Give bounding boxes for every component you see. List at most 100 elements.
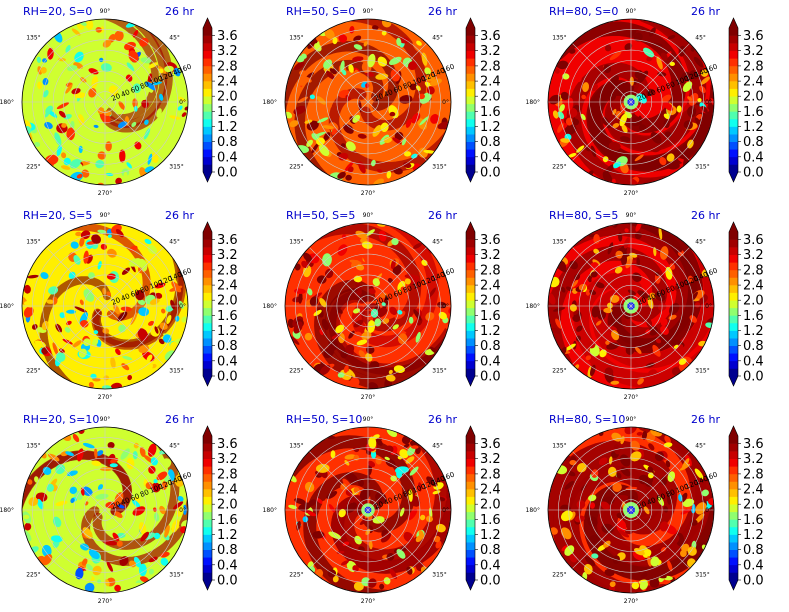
colorbar-segment	[466, 134, 475, 142]
radial-tick-label: 20	[110, 92, 121, 103]
panel-time-label: 26 hr	[165, 413, 194, 426]
field-patch	[80, 230, 91, 240]
field-patch	[358, 546, 365, 552]
colorbar-segment	[729, 65, 738, 74]
colorbar-tick-label: 1.2	[217, 324, 238, 339]
colorbar-segment	[729, 315, 738, 324]
field-patch	[363, 303, 377, 310]
field-patch	[591, 553, 599, 559]
field-patch	[317, 283, 329, 294]
angular-tick-label: 90°	[626, 212, 637, 219]
colorbar-extend-max	[466, 222, 475, 232]
colorbar-segment	[466, 164, 475, 173]
colorbar-segment	[466, 58, 475, 67]
field-patch	[301, 53, 307, 59]
radial-tick-label: 40	[120, 292, 131, 303]
field-patch	[153, 532, 161, 540]
colorbar-segment	[203, 103, 212, 112]
angular-gridline	[46, 305, 106, 365]
angular-tick-label: 90°	[100, 416, 111, 423]
field-patch	[355, 281, 362, 293]
field-patch	[353, 446, 360, 453]
field-patch	[55, 266, 63, 275]
field-patch	[354, 69, 361, 79]
colorbar-tick-label: 1.2	[480, 528, 501, 543]
polar-plot-svg: 204060801001201401600°45°90°135°180°225°…	[526, 209, 764, 401]
field-patch	[81, 549, 87, 554]
colorbar-segment	[466, 542, 475, 550]
field-patch	[683, 153, 690, 168]
field-patch	[597, 310, 607, 320]
field-patch	[106, 291, 111, 297]
spiral-band	[101, 19, 168, 129]
colorbar-tick-label: 0.4	[743, 354, 764, 369]
field-patch	[648, 326, 658, 336]
field-patch	[298, 502, 312, 511]
field-patch	[403, 162, 412, 169]
field-patch	[181, 112, 187, 117]
field-patch	[132, 499, 141, 508]
colorbar-tick-label: 0.8	[743, 135, 764, 150]
colorbar-segment	[466, 443, 475, 452]
field-patch	[177, 105, 183, 111]
angular-tick-label: 315°	[695, 367, 709, 374]
colorbar-tick-label: 0.8	[480, 543, 501, 558]
angular-tick-label: 180°	[0, 99, 14, 106]
spiral-band	[330, 480, 451, 574]
field-patch	[131, 121, 137, 128]
angular-gridline	[572, 305, 632, 365]
angular-tick-label: 270°	[624, 394, 638, 401]
field-patch	[122, 355, 133, 361]
field-patch	[345, 472, 358, 483]
field-patch	[562, 73, 570, 80]
colorbar-tick-label: 1.2	[743, 120, 764, 135]
angular-gridline	[104, 305, 164, 365]
field-patch	[161, 480, 168, 491]
field-patch	[56, 102, 69, 110]
field-patch	[148, 62, 159, 69]
colorbar-segment	[729, 50, 738, 59]
colorbar-tick-label: 1.6	[743, 105, 764, 120]
field-patch	[636, 431, 643, 436]
angular-tick-label: 225°	[26, 571, 40, 578]
field-patch	[181, 316, 188, 323]
angular-tick-label: 0°	[705, 303, 712, 310]
field-patch	[409, 83, 417, 91]
field-patch	[50, 329, 57, 341]
colorbar-tick-label: 2.0	[480, 90, 501, 105]
field-patch	[385, 458, 396, 468]
field-patch	[609, 51, 622, 61]
colorbar-segment	[729, 96, 738, 105]
field-patch	[151, 482, 161, 493]
colorbar-segment	[203, 156, 212, 165]
field-patch	[379, 292, 388, 298]
field-patch	[415, 331, 421, 343]
field-patch	[608, 141, 621, 151]
field-patch	[623, 237, 630, 249]
field-patch	[595, 281, 605, 289]
panel-time-label: 26 hr	[428, 209, 457, 222]
field-patch	[609, 581, 616, 588]
angular-tick-label: 135°	[26, 239, 40, 246]
field-patch	[54, 132, 62, 146]
field-patch	[107, 248, 117, 258]
field-patch	[581, 94, 587, 100]
field-patch	[97, 229, 107, 234]
polar-grid	[284, 18, 452, 186]
field-patch	[687, 546, 697, 556]
angular-tick-label: 315°	[695, 163, 709, 170]
panel-time-label: 26 hr	[691, 5, 720, 18]
field-patch	[367, 382, 379, 389]
polar-frame	[547, 18, 715, 186]
field-patch	[161, 308, 166, 314]
field-patch	[156, 108, 162, 118]
field-patch	[564, 480, 575, 490]
colorbar-segment	[466, 436, 475, 444]
field-patch	[584, 146, 591, 152]
colorbar-tick-label: 0.8	[743, 339, 764, 354]
polar-panel: 20 40 60 80 100 120 140 160 0° 45° 90° 135° 180° 225°…	[0, 204, 263, 408]
field-patch	[319, 297, 327, 308]
field-patch	[159, 551, 170, 558]
field-patch	[368, 288, 376, 295]
field-patch	[372, 124, 382, 137]
